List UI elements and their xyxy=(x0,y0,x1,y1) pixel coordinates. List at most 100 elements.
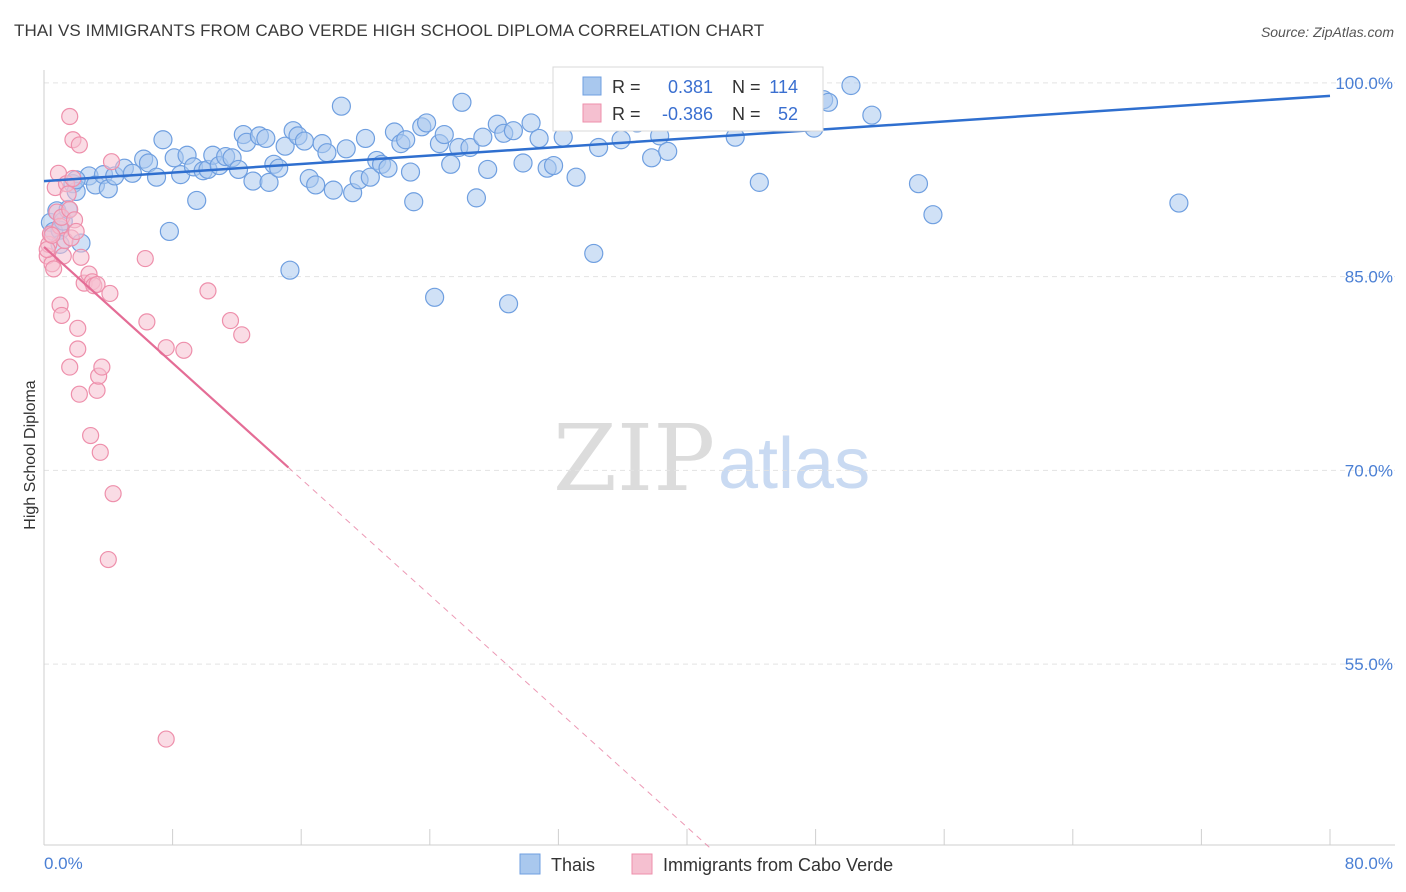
cabo-verde-point xyxy=(93,358,111,376)
thai-point xyxy=(187,190,207,211)
thai-point xyxy=(259,172,279,192)
cabo-verde-point xyxy=(82,426,100,445)
cabo-verde-point xyxy=(101,284,119,303)
legend-r-value-cabo: -0.386 xyxy=(662,104,713,124)
cabo-verde-point xyxy=(59,185,77,203)
thai-point xyxy=(503,121,523,141)
y-tick-label: 55.0% xyxy=(1345,655,1393,674)
thai-point xyxy=(611,130,631,150)
bottom-legend-cabo: Immigrants from Cabo Verde xyxy=(663,855,893,875)
cabo-verde-trend-extension xyxy=(288,467,712,850)
cabo-verde-point xyxy=(67,222,85,241)
cabo-verde-point xyxy=(70,136,88,154)
cabo-verde-point xyxy=(138,313,156,331)
cabo-verde-point xyxy=(136,249,154,268)
bottom-legend-swatch-thai xyxy=(519,853,541,875)
thai-point xyxy=(331,96,351,116)
thai-point xyxy=(521,113,541,133)
thai-point xyxy=(378,158,398,178)
thai-point xyxy=(355,128,376,149)
thai-trend-line xyxy=(43,94,1331,183)
thai-point xyxy=(441,154,461,174)
source-credit: Source: ZipAtlas.com xyxy=(1260,24,1394,40)
thai-point xyxy=(280,260,300,280)
legend-n-label: N = xyxy=(732,104,761,124)
stats-legend: R = 0.381 N = 114 R = -0.386 N = 52 xyxy=(552,66,824,132)
legend-swatch-cabo xyxy=(582,103,602,123)
bottom-legend-swatch-cabo xyxy=(631,853,653,875)
thai-point xyxy=(478,159,498,180)
tick-labels: 55.0% 70.0% 85.0% 100.0% 0.0% 80.0% xyxy=(44,74,1393,873)
legend-r-label: R = xyxy=(612,77,641,97)
cabo-verde-point xyxy=(221,311,240,330)
thai-point xyxy=(642,148,662,168)
thai-point xyxy=(908,174,929,194)
cabo-verde-point xyxy=(233,326,251,344)
thai-point xyxy=(153,130,173,150)
thai-point xyxy=(404,192,424,212)
bottom-legend-thai: Thais xyxy=(551,855,595,875)
y-tick-label: 70.0% xyxy=(1345,461,1393,480)
thai-point xyxy=(452,92,472,112)
thai-point xyxy=(425,287,445,307)
cabo-verde-point xyxy=(70,385,88,403)
thai-point xyxy=(396,130,416,150)
cabo-verde-point xyxy=(88,275,106,294)
thai-point xyxy=(543,155,564,176)
thai-point xyxy=(841,75,861,96)
cabo-verde-point xyxy=(43,226,61,244)
axes xyxy=(43,70,1395,846)
chart-title: THAI VS IMMIGRANTS FROM CABO VERDE HIGH … xyxy=(14,21,765,40)
thai-point xyxy=(588,137,609,158)
cabo-verde-trend-line xyxy=(43,246,290,469)
thai-point xyxy=(294,131,315,151)
thai-point xyxy=(323,180,343,200)
thai-point xyxy=(146,167,167,187)
thai-point xyxy=(584,243,604,264)
watermark: ZIP atlas xyxy=(553,405,870,512)
cabo-verde-point xyxy=(61,358,79,376)
watermark-zip: ZIP xyxy=(553,405,715,512)
y-axis-label: High School Diploma xyxy=(22,380,39,530)
thai-point xyxy=(434,124,454,145)
legend-n-value-cabo: 52 xyxy=(778,104,798,124)
thai-point xyxy=(269,158,289,178)
cabo-verde-point xyxy=(157,730,175,748)
cabo-verde-point xyxy=(53,306,71,325)
cabo-verde-point xyxy=(91,443,109,461)
series-legend: Thais Immigrants from Cabo Verde xyxy=(519,853,893,875)
thai-point xyxy=(923,205,943,225)
thai-point xyxy=(336,139,356,159)
cabo-verde-point xyxy=(102,153,121,171)
thai-point xyxy=(256,128,276,149)
cabo-verde-points xyxy=(38,107,251,748)
cabo-verde-point xyxy=(175,341,193,359)
trend-lines xyxy=(43,94,1331,850)
thai-point xyxy=(416,113,437,133)
y-tick-label: 85.0% xyxy=(1345,268,1393,287)
legend-n-label: N = xyxy=(732,77,761,97)
watermark-atlas: atlas xyxy=(718,424,870,504)
thai-point xyxy=(498,294,519,314)
thai-point xyxy=(306,175,326,195)
thai-point xyxy=(862,105,882,125)
thai-point xyxy=(1169,193,1189,213)
thai-point xyxy=(400,162,421,182)
thai-point xyxy=(159,221,179,242)
cabo-verde-point xyxy=(69,340,87,358)
thai-point xyxy=(658,141,678,161)
thai-point xyxy=(122,163,143,183)
thai-point xyxy=(513,153,533,173)
cabo-verde-point xyxy=(99,550,117,569)
legend-swatch-thai xyxy=(582,76,602,96)
y-tick-label: 100.0% xyxy=(1335,74,1393,93)
cabo-verde-point xyxy=(54,247,72,265)
thai-point xyxy=(529,128,549,149)
legend-r-label: R = xyxy=(612,104,641,124)
thai-point xyxy=(466,188,487,208)
cabo-verde-point xyxy=(45,260,63,278)
cabo-verde-point xyxy=(69,319,87,337)
thai-point xyxy=(566,167,586,187)
thai-point xyxy=(317,143,337,163)
